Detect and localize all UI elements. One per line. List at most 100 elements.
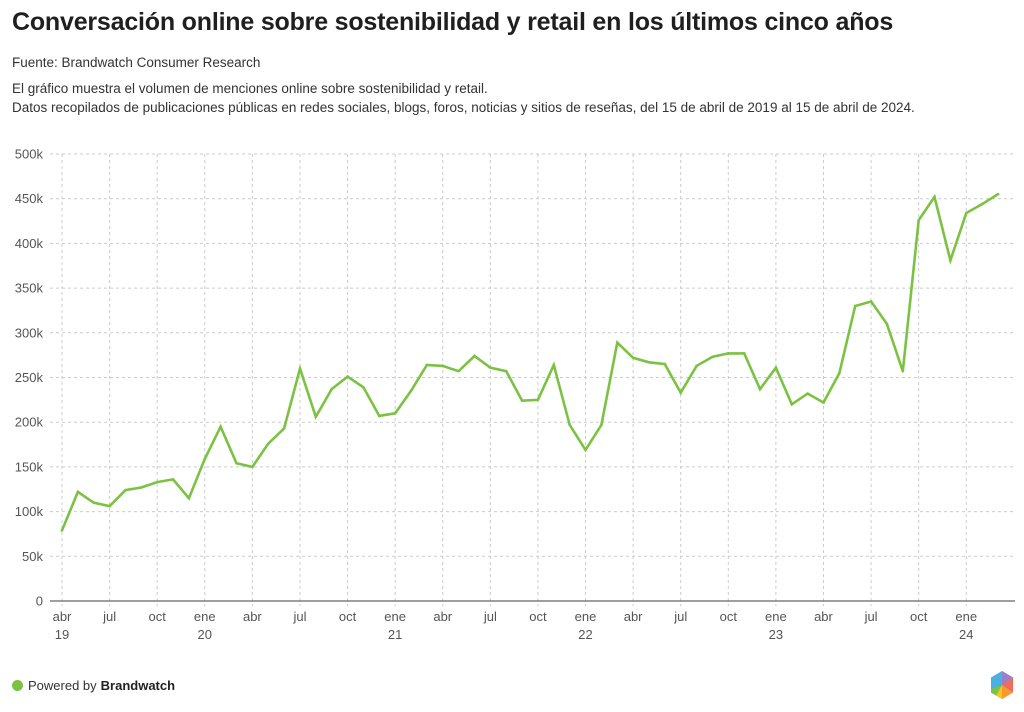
data-point [409, 389, 413, 393]
x-tick-year-label: 21 [388, 627, 402, 642]
data-point [806, 392, 809, 395]
data-point [140, 486, 143, 489]
y-tick-label: 500k [15, 147, 44, 162]
data-point [362, 386, 365, 389]
x-tick-label: oct [720, 609, 738, 624]
x-tick-label: jul [102, 609, 116, 624]
data-point [758, 387, 762, 391]
data-point [124, 488, 127, 492]
y-tick-label: 350k [15, 281, 44, 296]
y-tick-label: 250k [15, 370, 44, 385]
brand-name: Brandwatch [100, 678, 176, 693]
data-point [203, 457, 207, 461]
data-point [314, 415, 318, 419]
x-tick-label: ene [955, 609, 977, 624]
data-point [504, 369, 508, 373]
description-line-1: El gráfico muestra el volumen de mencion… [12, 81, 488, 96]
data-point [885, 322, 889, 326]
x-tick-label: oct [529, 609, 547, 624]
data-point [964, 211, 968, 215]
data-point [790, 403, 794, 406]
data-point [774, 366, 778, 369]
data-point [631, 356, 635, 360]
chart-source: Fuente: Brandwatch Consumer Research [12, 55, 261, 70]
footer: Powered by Brandwatch [12, 678, 175, 693]
data-point [377, 414, 381, 418]
x-tick-year-label: 19 [55, 627, 69, 642]
data-point [393, 411, 397, 415]
data-point [282, 427, 286, 430]
data-point [933, 195, 936, 199]
data-point [473, 354, 476, 358]
data-point [171, 478, 175, 481]
data-point [187, 496, 191, 500]
data-point [727, 352, 730, 355]
data-point [949, 259, 952, 262]
data-point [219, 425, 222, 428]
data-point [901, 369, 905, 373]
x-tick-label: ene [384, 609, 406, 624]
data-point [869, 300, 873, 303]
x-tick-label: abr [53, 609, 72, 624]
x-tick-label: jul [864, 609, 878, 624]
data-point [679, 391, 683, 394]
data-point [330, 387, 333, 391]
data-point [822, 401, 825, 404]
x-tick-label: ene [194, 609, 216, 624]
y-tick-label: 0 [36, 594, 43, 609]
series-line-menciones [60, 192, 1000, 532]
data-point [615, 341, 619, 344]
x-tick-label: abr [433, 609, 452, 624]
data-point [996, 192, 1000, 196]
data-point [980, 202, 984, 206]
data-point [457, 369, 460, 373]
x-tick-label: ene [765, 609, 787, 624]
data-point [251, 465, 254, 469]
data-point [298, 367, 302, 370]
powered-by-text: Powered by [28, 678, 97, 693]
data-point [76, 490, 80, 494]
x-tick-label: oct [149, 609, 167, 624]
data-point [536, 398, 540, 402]
chart-title: Conversación online sobre sostenibilidad… [12, 8, 894, 36]
y-tick-label: 300k [15, 325, 44, 340]
data-point [60, 529, 64, 532]
x-tick-year-label: 24 [959, 627, 973, 642]
series-layer [60, 192, 1000, 532]
gridlines [50, 153, 1015, 606]
data-point [600, 423, 603, 427]
data-point [568, 423, 571, 427]
x-tick-label: oct [910, 609, 928, 624]
data-point [235, 462, 238, 465]
data-point [552, 363, 556, 367]
x-tick-label: jul [483, 609, 497, 624]
data-point [155, 480, 159, 484]
x-tick-year-label: 22 [578, 627, 592, 642]
x-tick-label: abr [243, 609, 262, 624]
data-point [346, 375, 349, 378]
data-point [520, 399, 524, 403]
x-tick-year-label: 23 [769, 627, 783, 642]
x-tick-year-label: 20 [198, 627, 212, 642]
data-point [695, 364, 698, 368]
brand-dot-icon [12, 680, 23, 691]
y-tick-label: 400k [15, 236, 44, 251]
data-point [584, 448, 587, 452]
x-tick-label: oct [339, 609, 357, 624]
x-tick-label: ene [575, 609, 597, 624]
description-line-2: Datos recopilados de publicaciones públi… [12, 100, 915, 115]
data-point [108, 504, 111, 508]
data-point [742, 352, 746, 355]
y-tick-label: 450k [15, 191, 44, 206]
x-axis: abr 19 jul oct ene 20 abr jul oct ene 21 abr jul oct e… [53, 609, 978, 642]
x-tick-label: abr [624, 609, 643, 624]
data-point [663, 362, 667, 366]
chart-description: El gráfico muestra el volumen de mencion… [12, 79, 915, 117]
data-point [441, 364, 445, 368]
data-point [266, 442, 270, 445]
data-point [489, 366, 492, 369]
y-tick-label: 150k [15, 459, 44, 474]
x-tick-label: jul [673, 609, 687, 624]
data-point [425, 363, 429, 367]
x-tick-label: abr [814, 609, 833, 624]
